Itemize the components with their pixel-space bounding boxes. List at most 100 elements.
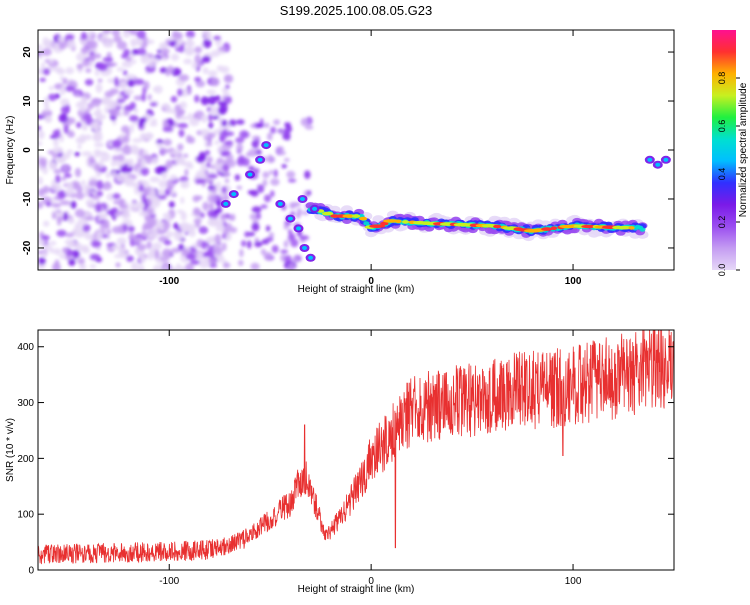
noise-blob <box>55 155 67 164</box>
noise-blob <box>38 157 48 167</box>
noise-blob <box>224 131 235 137</box>
noise-blob <box>161 48 170 54</box>
noise-blob <box>203 38 212 49</box>
signal-blob-core <box>300 197 305 201</box>
noise-blob <box>224 140 233 146</box>
noise-blob <box>64 85 76 92</box>
noise-blob <box>189 118 200 127</box>
noise-blob <box>131 261 139 270</box>
noise-blob <box>70 200 77 209</box>
noise-blob <box>183 153 189 158</box>
noise-blob <box>38 53 44 60</box>
noise-blob <box>85 216 96 221</box>
noise-blob <box>206 210 215 217</box>
noise-blob <box>153 86 158 93</box>
noise-blob <box>162 248 172 258</box>
signal-blob-core <box>663 157 669 162</box>
noise-blob <box>121 145 133 155</box>
noise-blob <box>181 88 188 98</box>
noise-blob <box>217 101 228 107</box>
snr-series-line <box>38 330 674 565</box>
signal-peak <box>550 226 558 230</box>
colorbar-tick-label: 0.2 <box>717 216 727 229</box>
noise-blob <box>75 136 86 144</box>
noise-blob <box>82 59 90 67</box>
noise-blob <box>295 213 301 219</box>
noise-blob <box>163 138 172 146</box>
noise-blob <box>43 220 50 227</box>
signal-band <box>220 141 671 262</box>
noise-blob <box>228 119 237 127</box>
noise-blob <box>94 130 103 137</box>
noise-blob <box>85 199 95 206</box>
noise-blob <box>146 198 152 207</box>
y-tick-label: 100 <box>17 510 34 521</box>
noise-blob <box>213 129 222 135</box>
noise-blob <box>96 230 103 241</box>
noise-blob <box>226 159 236 168</box>
signal-peak <box>321 211 334 216</box>
noise-blob <box>179 101 188 109</box>
noise-blob <box>152 264 164 270</box>
noise-blob <box>137 243 147 251</box>
noise-blob <box>122 30 131 38</box>
noise-blob <box>269 169 274 175</box>
noise-blob <box>105 68 113 74</box>
noise-blob <box>170 247 181 254</box>
noise-blob <box>130 144 139 155</box>
noise-blob <box>41 235 50 241</box>
noise-blob <box>279 130 285 135</box>
noise-blob <box>57 190 67 199</box>
noise-blob <box>42 251 47 258</box>
noise-blob <box>64 239 75 245</box>
noise-blob <box>93 149 102 158</box>
noise-blob <box>207 194 217 203</box>
noise-blob <box>107 62 118 67</box>
noise-blob <box>75 102 81 108</box>
snr-y-label: SNR (10 * v/v) <box>5 418 16 482</box>
noise-blob <box>267 156 275 163</box>
noise-blob <box>173 222 179 230</box>
noise-blob <box>242 157 250 167</box>
noise-blob <box>224 178 230 183</box>
noise-blob <box>86 40 98 50</box>
noise-blob <box>68 258 76 266</box>
noise-blob <box>148 61 155 68</box>
noise-blob <box>154 249 160 260</box>
colorbar: 0.0 0.2 0.4 0.6 0.8 Normalized spectral ampl… <box>712 30 749 276</box>
x-tick-label: -100 <box>159 276 179 287</box>
y-tick-label: 300 <box>17 398 34 409</box>
noise-blob <box>204 250 215 258</box>
noise-blob <box>283 240 289 248</box>
noise-blob <box>41 48 52 56</box>
noise-blob <box>51 212 57 220</box>
noise-blob <box>97 63 108 72</box>
noise-blob <box>167 184 172 191</box>
noise-blob <box>141 230 147 237</box>
noise-blob <box>204 33 213 40</box>
noise-blob <box>81 151 93 157</box>
noise-blob <box>112 193 121 200</box>
spectrogram-heatmap <box>38 30 671 270</box>
noise-blob <box>183 248 188 254</box>
noise-blob <box>251 222 260 232</box>
noise-blob <box>76 122 82 129</box>
noise-blob <box>207 219 215 226</box>
noise-blob <box>161 171 168 180</box>
noise-blob <box>93 53 102 59</box>
noise-blob <box>162 126 174 132</box>
noise-blob <box>39 77 46 82</box>
noise-blob <box>52 129 61 138</box>
noise-blob <box>198 226 209 235</box>
noise-blob <box>74 152 81 157</box>
colorbar-tick-label: 0.8 <box>717 72 727 85</box>
noise-blob <box>163 221 171 230</box>
noise-blob <box>64 189 76 196</box>
noise-blob <box>180 180 190 189</box>
noise-blob <box>216 157 224 166</box>
signal-blob-core <box>247 172 253 177</box>
noise-blob <box>223 90 230 97</box>
noise-blob <box>194 94 200 103</box>
